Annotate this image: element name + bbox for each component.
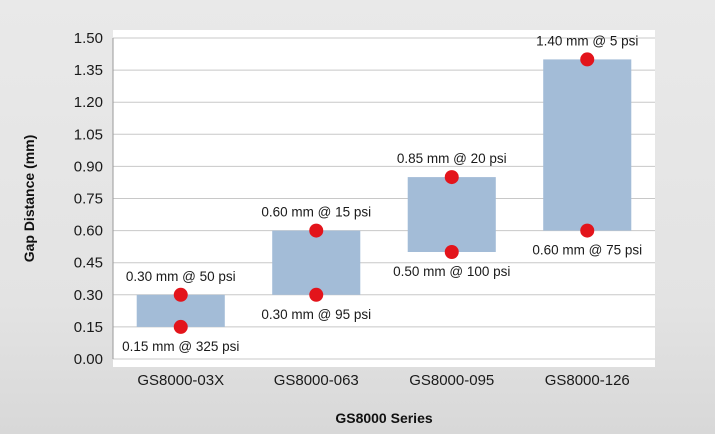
y-axis-title: Gap Distance (mm) [21, 135, 37, 263]
range-bar [543, 59, 631, 230]
y-tick-label: 1.05 [74, 126, 103, 143]
x-tick-label: GS8000-126 [545, 372, 630, 389]
data-point [445, 170, 459, 184]
data-point [309, 224, 323, 238]
data-point [580, 52, 594, 66]
y-tick-label: 0.90 [74, 158, 103, 175]
x-tick-label: GS8000-095 [409, 372, 494, 389]
data-point [174, 288, 188, 302]
data-label: 0.15 mm @ 325 psi [122, 339, 239, 354]
data-label: 0.30 mm @ 50 psi [126, 269, 236, 284]
x-tick-labels: GS8000-03X GS8000-063 GS8000-095 GS8000-126 [137, 372, 629, 389]
data-label: 0.30 mm @ 95 psi [261, 307, 371, 322]
y-tick-labels: 0.00 0.15 0.30 0.45 0.60 0.75 0.90 1.05 1.20 1.35… [74, 30, 103, 368]
data-label: 1.40 mm @ 5 psi [536, 33, 638, 48]
data-label: 0.60 mm @ 75 psi [532, 243, 642, 258]
data-label: 0.85 mm @ 20 psi [397, 151, 507, 166]
y-tick-label: 0.45 [74, 255, 103, 272]
x-axis-title: GS8000 Series [335, 410, 433, 426]
x-tick-label: GS8000-063 [274, 372, 359, 389]
range-bar [272, 231, 360, 295]
y-tick-label: 0.15 [74, 319, 103, 336]
range-bar [408, 177, 496, 252]
data-label: 0.60 mm @ 15 psi [261, 205, 371, 220]
y-tick-label: 1.35 [74, 62, 103, 79]
y-tick-label: 0.30 [74, 287, 103, 304]
data-label: 0.50 mm @ 100 psi [393, 264, 510, 279]
x-tick-label: GS8000-03X [137, 372, 224, 389]
data-point [445, 245, 459, 259]
y-tick-label: 0.60 [74, 223, 103, 240]
y-tick-label: 0.75 [74, 191, 103, 208]
data-point [174, 320, 188, 334]
y-tick-label: 1.20 [74, 94, 103, 111]
data-point [309, 288, 323, 302]
y-tick-label: 1.50 [74, 30, 103, 47]
y-tick-label: 0.00 [74, 351, 103, 368]
data-point [580, 224, 594, 238]
